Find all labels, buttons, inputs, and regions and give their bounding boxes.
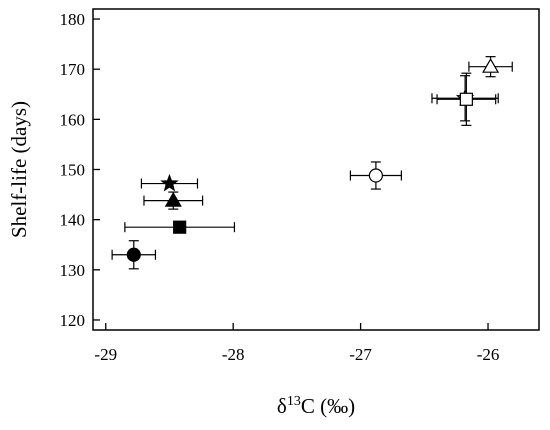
y-tick-label: 170	[60, 60, 86, 79]
x-tick-label: -28	[222, 345, 245, 364]
data-markers	[126, 57, 500, 262]
data-point-square-open	[459, 92, 473, 106]
data-point-star-filled	[160, 173, 179, 192]
axis-ticks: -29 -28 -27 -26 120 130 140 150 160 170 180	[60, 10, 500, 364]
x-tick-label: -27	[349, 345, 372, 364]
data-point-triangle-open	[482, 57, 500, 73]
data-point-circle-open	[368, 168, 383, 183]
y-tick-label: 130	[60, 261, 86, 280]
data-point-square-filled	[173, 220, 187, 234]
error-bars	[111, 56, 513, 270]
y-tick-label: 120	[60, 311, 86, 330]
x-axis-label-superscript: 13	[287, 394, 301, 409]
y-tick-label: 160	[60, 110, 86, 129]
x-axis-label-suffix: C (‰)	[301, 394, 355, 418]
plot-area-frame	[92, 8, 540, 331]
data-point-triangle-filled	[164, 191, 182, 207]
data-point-circle-filled	[126, 247, 141, 262]
y-tick-label: 140	[60, 211, 86, 230]
x-axis-label-prefix: δ	[277, 394, 287, 418]
x-tick-label: -29	[94, 345, 117, 364]
y-tick-label: 180	[60, 10, 86, 29]
y-axis-label: Shelf-life (days)	[7, 101, 31, 238]
x-axis-label: δ13C (‰)	[277, 394, 355, 418]
y-tick-label: 150	[60, 161, 86, 180]
x-tick-label: -26	[477, 345, 500, 364]
